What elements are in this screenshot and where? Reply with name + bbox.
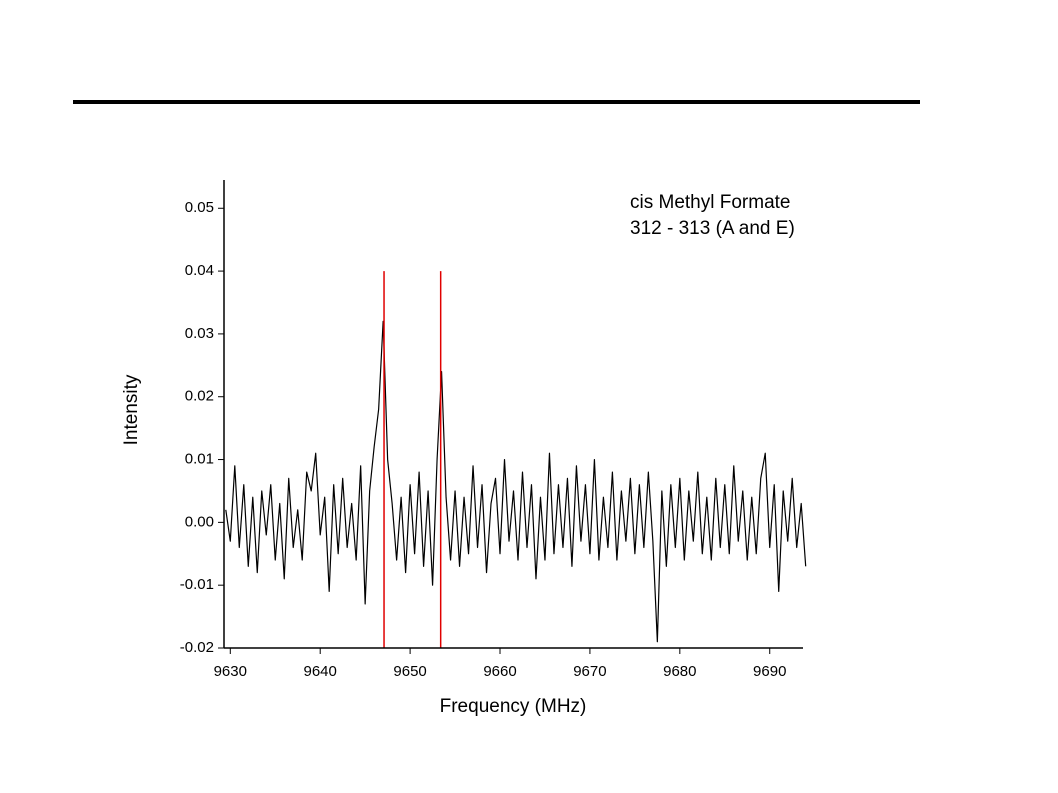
- x-tick-label: 9640: [304, 663, 337, 680]
- y-tick-label: 0.03: [185, 325, 214, 342]
- x-tick-label: 9630: [214, 663, 247, 680]
- annotation: 312 - 313 (A and E): [630, 218, 795, 239]
- y-tick-label: 0.00: [185, 513, 214, 530]
- x-tick-label: 9690: [753, 663, 786, 680]
- spectrum-line: [225, 320, 807, 643]
- x-tick-label: 9670: [573, 663, 606, 680]
- y-tick-label: 0.05: [185, 199, 214, 216]
- x-tick-label: 9650: [393, 663, 426, 680]
- x-axis-label: Frequency (MHz): [440, 696, 587, 717]
- y-tick-label: 0.02: [185, 388, 214, 405]
- y-axis-label: Intensity: [121, 374, 142, 445]
- y-tick-label: 0.01: [185, 451, 214, 468]
- x-tick-label: 9660: [483, 663, 516, 680]
- y-tick-label: 0.04: [185, 262, 214, 279]
- x-tick-label: 9680: [663, 663, 696, 680]
- annotation: cis Methyl Formate: [630, 192, 790, 213]
- y-tick-label: -0.01: [180, 576, 214, 593]
- y-tick-label: -0.02: [180, 639, 214, 656]
